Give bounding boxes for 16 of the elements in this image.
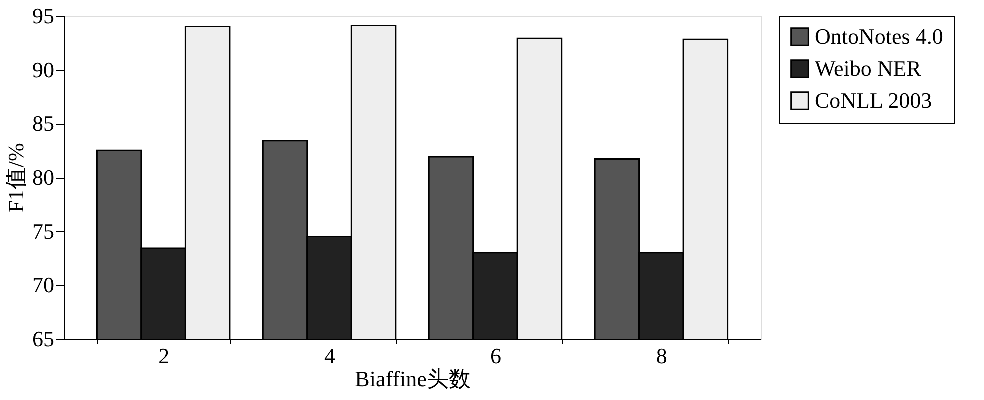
y-tick-label: 95	[32, 4, 54, 28]
legend-label: Weibo NER	[815, 56, 922, 81]
y-axis-title: F1值/%	[4, 143, 28, 213]
x-axis-title: Biaffine头数	[355, 366, 471, 392]
y-tick-label: 70	[32, 272, 54, 298]
x-tick-label: 4	[324, 344, 336, 368]
x-tick-label: 8	[656, 344, 668, 368]
legend-label: CoNLL 2003	[815, 88, 932, 113]
y-tick-label: 85	[32, 111, 54, 136]
legend-label: OntoNotes 4.0	[815, 24, 944, 49]
y-tick-label: 75	[32, 218, 54, 244]
y-tick-label: 65	[32, 326, 54, 352]
y-tick-label: 90	[32, 57, 54, 82]
x-tick-label: 2	[158, 344, 170, 368]
x-tick-label: 6	[490, 344, 502, 368]
y-tick-label: 80	[32, 165, 54, 190]
